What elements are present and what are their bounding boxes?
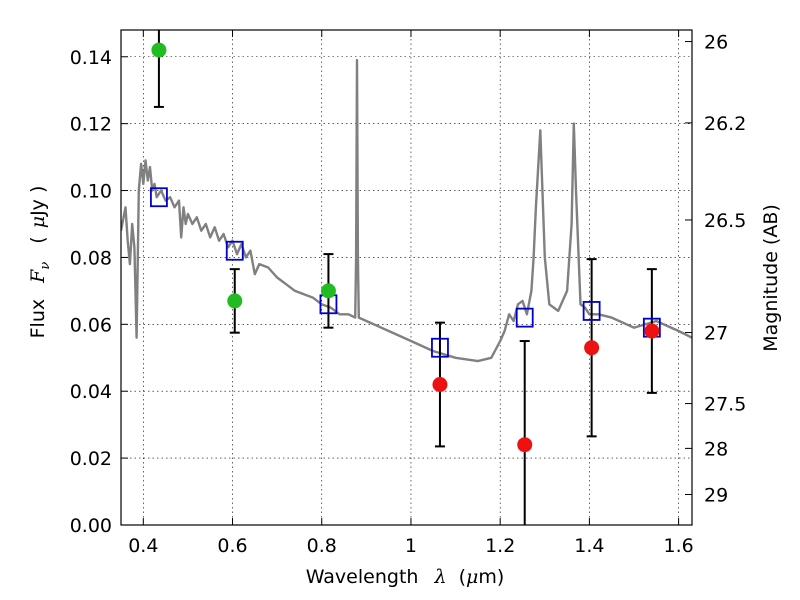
observed-point: [151, 42, 167, 58]
model-photometry-square: [150, 187, 168, 208]
tick-layer: 0.4 0.6 0.8 1 1.2 1.4 1.6 0.00 0.02 0.04 0.06 0.08 0…: [70, 30, 746, 557]
right-tick-label: 27.5: [704, 394, 746, 416]
y-tick-label: 0.12: [70, 114, 112, 136]
right-axis-title: Magnitude (AB): [760, 204, 782, 352]
x-label-unit-rest: m): [478, 566, 504, 588]
x-label-open-paren: (: [459, 566, 466, 588]
grid-layer: [121, 30, 692, 526]
y-axis-title: Flux Fν ( μJy ): [27, 186, 54, 339]
y-tick-label: 0.14: [70, 47, 112, 69]
model-photometry-square: [515, 307, 534, 328]
observed-point: [227, 293, 243, 309]
model-photometry-square: [225, 240, 244, 261]
x-tick-label: 0.6: [217, 535, 247, 557]
points-layer: [150, 42, 661, 453]
observed-point: [432, 377, 448, 393]
spectrum-line: [121, 58, 692, 363]
right-tick-label: 26.5: [704, 210, 746, 232]
right-tick-label: 29: [704, 484, 728, 506]
observed-point: [320, 283, 336, 299]
x-label-text: Wavelength: [306, 566, 419, 588]
y-label-symbol-sub: ν: [38, 262, 53, 270]
errorbar-layer: [153, 30, 657, 525]
y-tick-label: 0.04: [70, 381, 112, 403]
right-tick-label: 26.2: [704, 113, 746, 135]
right-tick-label: 27: [704, 323, 728, 345]
y-tick-label: 0.06: [70, 314, 112, 336]
model-photometry-square: [431, 337, 449, 358]
y-label-unit-mu: μ: [27, 216, 49, 228]
y-label-symbol: F: [27, 269, 49, 284]
x-label-symbol: λ: [433, 566, 446, 588]
x-axis-title: Wavelength λ (μm): [306, 566, 505, 588]
x-tick-label: 1.2: [485, 535, 515, 557]
right-tick-label: 26: [704, 32, 728, 54]
y-tick-label: 0.02: [70, 448, 112, 470]
observed-point: [517, 437, 533, 453]
right-tick-label: 28: [704, 438, 728, 460]
y-tick-label: 0.08: [70, 247, 112, 269]
x-tick-label: 1.4: [574, 535, 604, 557]
plot-frame: [120, 29, 693, 526]
x-tick-label: 1: [405, 535, 417, 557]
y-label-unit-rest: Jy ): [27, 186, 49, 217]
y-tick-label: 0.00: [70, 515, 112, 537]
spectrum-layer: [121, 58, 692, 363]
model-photometry-square: [582, 301, 601, 321]
observed-point: [584, 340, 600, 356]
x-tick-label: 1.6: [664, 535, 694, 557]
x-label-unit-mu: μ: [466, 566, 478, 588]
y-label-open-paren: (: [27, 236, 49, 243]
x-tick-label: 0.8: [307, 535, 337, 557]
observed-point: [644, 323, 660, 339]
y-tick-label: 0.10: [70, 181, 112, 203]
y-label-text: Flux: [27, 299, 49, 339]
x-tick-label: 0.4: [128, 535, 158, 557]
